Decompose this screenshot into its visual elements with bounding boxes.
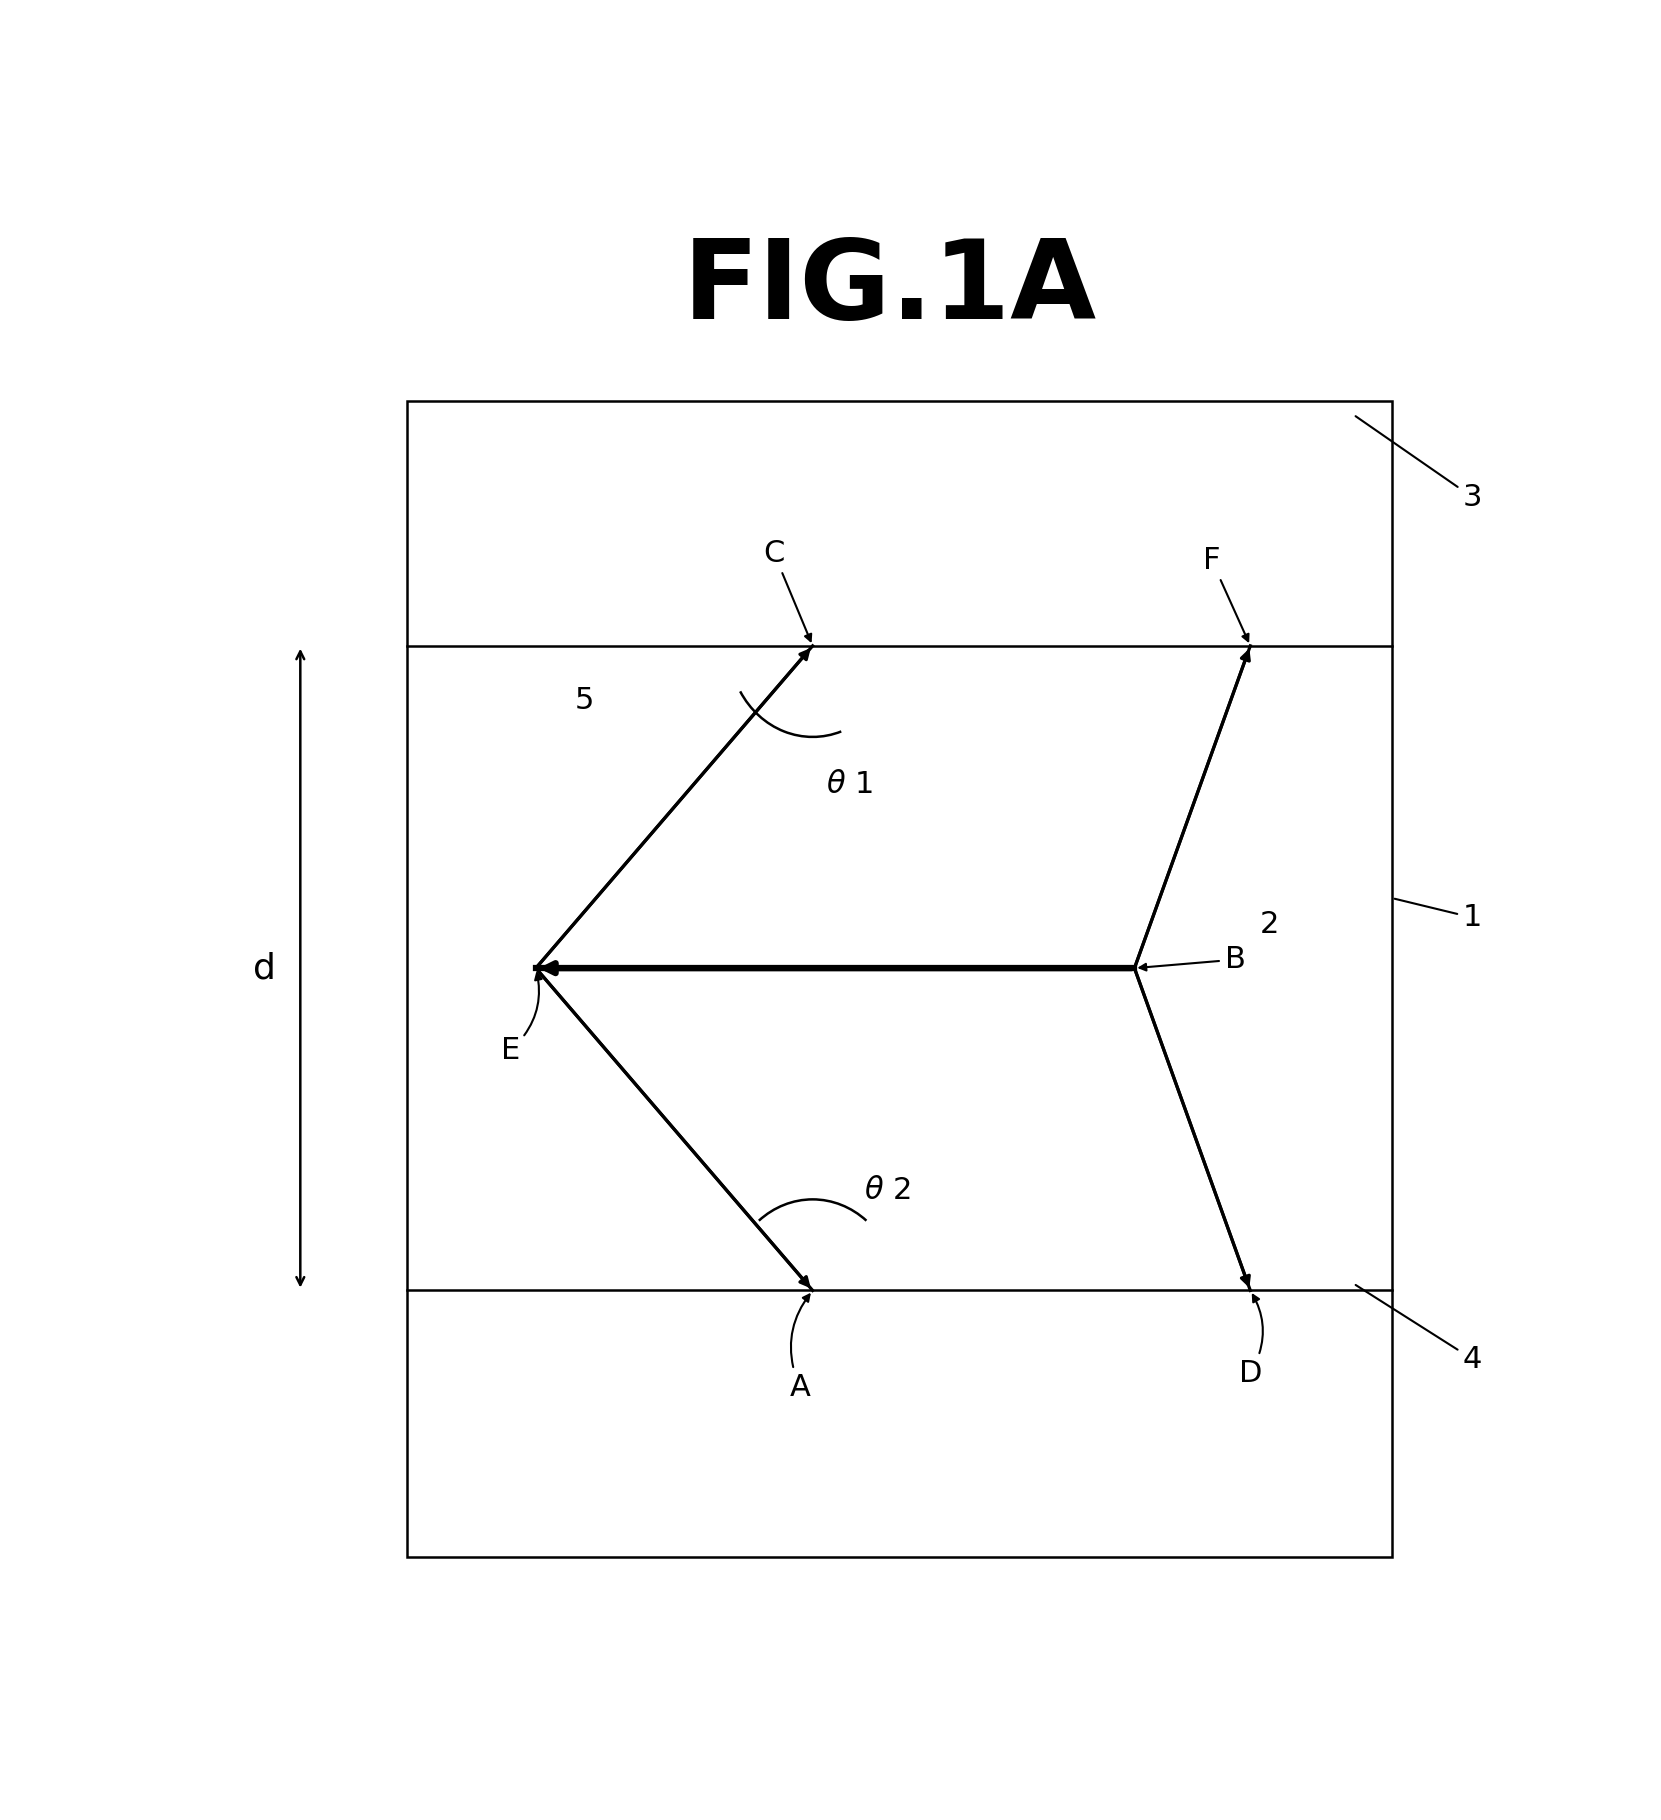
Text: B: B [1139, 945, 1246, 974]
Text: 1: 1 [1395, 899, 1482, 932]
Text: A: A [789, 1294, 811, 1401]
Text: E: E [500, 974, 541, 1065]
Text: $\theta$ 2: $\theta$ 2 [864, 1176, 910, 1205]
Text: 5: 5 [575, 686, 595, 715]
Text: D: D [1239, 1294, 1262, 1387]
Text: F: F [1203, 546, 1249, 641]
Text: 3: 3 [1355, 417, 1482, 511]
Text: $\theta$ 1: $\theta$ 1 [826, 770, 872, 799]
Text: C: C [764, 539, 811, 641]
Text: d: d [252, 952, 276, 985]
Text: FIG.1A: FIG.1A [683, 235, 1096, 342]
Text: 2: 2 [1261, 910, 1279, 939]
Text: 4: 4 [1355, 1285, 1482, 1374]
